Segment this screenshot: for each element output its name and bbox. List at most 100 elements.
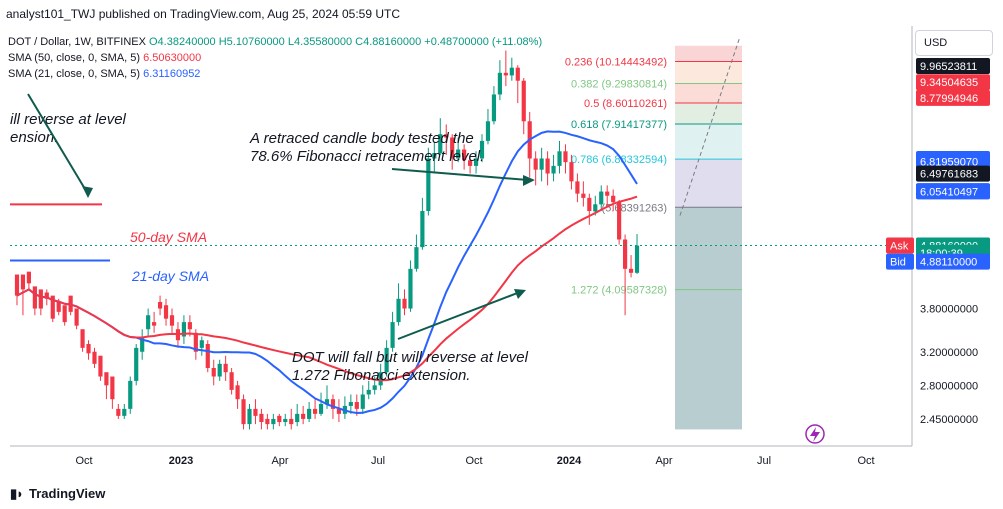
fib-level-label: 0.382 (9.29830814) (571, 78, 667, 90)
price-tag-box (886, 237, 914, 254)
x-tick-label: Oct (465, 455, 482, 467)
candle-body (193, 332, 198, 352)
candle-body (539, 158, 544, 170)
x-tick-label: 2023 (169, 455, 193, 467)
candle-body (426, 158, 431, 211)
candle-body (569, 162, 574, 182)
candle-body (301, 413, 306, 419)
lightning-bolt (810, 427, 820, 442)
arrow-head (523, 175, 535, 186)
candle-body (593, 204, 598, 211)
candle-body (187, 322, 192, 330)
lightning-icon (805, 424, 825, 444)
price-label-box (916, 183, 990, 200)
candle-body (157, 301, 163, 309)
candle-body (104, 372, 109, 386)
price-label-text: 6.81959070 (920, 156, 978, 168)
candle-body (515, 67, 520, 81)
annotation-text: 78.6% Fibonacci retracement level. (250, 148, 484, 165)
chart-area[interactable]: Oct 2023 Apr Jul Oct 2024 Apr Jul Oct 3.80000000 3… (0, 26, 1003, 482)
candle-body (354, 402, 359, 409)
publish-header: analyst101_TWJ published on TradingView.… (0, 0, 1003, 26)
candle-body (628, 268, 634, 273)
candle-body (336, 408, 342, 414)
candle-body (163, 305, 169, 319)
candle-body (378, 372, 383, 386)
annotation-text: DOT will fall but will reverse at level (292, 349, 529, 366)
candle-body (74, 308, 79, 326)
candle-body (360, 394, 365, 409)
plot-background (10, 30, 912, 446)
candle-body (128, 380, 133, 409)
candle-body (390, 322, 395, 348)
x-tick-label: Jul (371, 455, 385, 467)
annotation-text: ill reverse at level (10, 111, 127, 128)
candle-body (205, 344, 210, 368)
candle-body (38, 289, 43, 309)
price-label-box (916, 58, 990, 75)
candle-body (599, 191, 604, 205)
y-tick-label: 2.80000000 (920, 380, 978, 392)
candle-body (247, 408, 252, 425)
candle-body (56, 301, 61, 312)
candle-body (307, 408, 312, 419)
legend-sma50-row: SMA (50, close, 0, SMA, 5) 6.50630000 (8, 50, 542, 66)
candle-body (587, 197, 592, 211)
candle-body (479, 140, 485, 159)
candle-body (20, 274, 26, 290)
symbol-name[interactable]: DOT / Dollar, 1W, BITFINEX (8, 36, 146, 48)
legend-sma21-row: SMA (21, close, 0, SMA, 5) 6.31160952 (8, 66, 542, 82)
currency-button[interactable]: USD (915, 30, 993, 56)
sma50-label[interactable]: SMA (50, close, 0, SMA, 5) (8, 52, 141, 64)
price-tag-text: Ask (890, 240, 909, 252)
candle-body (283, 418, 288, 423)
x-tick-label: Jul (757, 455, 771, 467)
candle-body (420, 210, 425, 248)
candle-body (503, 72, 508, 76)
price-label-text: 6.49761683 (920, 169, 978, 181)
fib-zone (675, 159, 742, 208)
price-tag-text: Bid (890, 257, 906, 269)
candle-body (521, 80, 526, 122)
price-label-box (916, 74, 990, 91)
candle-body (271, 418, 276, 425)
sma21-label[interactable]: SMA (21, close, 0, SMA, 5) (8, 68, 141, 80)
price-tag-box (886, 253, 914, 270)
change-value: +0.48700000 (+11.08%) (424, 36, 543, 48)
price-label-text: 4.88110000 (920, 257, 977, 269)
tradingview-logo[interactable]: ▮◗ TradingView (10, 486, 106, 501)
annotation-text: 21-day SMA (131, 268, 209, 284)
annotation-arrow (391, 168, 529, 181)
candle-body (563, 151, 568, 163)
candle-body (485, 121, 491, 141)
candle-body (581, 193, 586, 198)
candle-body (140, 336, 145, 352)
candle-body (372, 385, 377, 390)
candle-body (432, 153, 437, 159)
candle-body (86, 344, 91, 354)
fib-level-label: 0.786 (6.88332594) (571, 154, 667, 166)
candle-body (456, 149, 461, 159)
price-label-box (916, 253, 990, 270)
candle-body (623, 239, 628, 269)
candle-body (366, 389, 371, 395)
x-tick-label: Apr (655, 455, 672, 467)
price-label-box (916, 153, 990, 170)
candle-body (408, 268, 413, 309)
candle-body (414, 247, 419, 269)
candle-body (348, 402, 353, 406)
x-tick-label: 2024 (557, 455, 582, 467)
fib-zone (675, 123, 742, 160)
sma50-value: 6.50630000 (143, 52, 202, 64)
x-tick-label: Oct (75, 455, 92, 467)
candle-body (450, 137, 455, 159)
annotation-text: 50-day SMA (130, 229, 207, 245)
price-label-box (916, 165, 990, 182)
candle-body (396, 298, 401, 323)
annotation-text: ension. (10, 129, 58, 146)
candle-body (617, 202, 622, 240)
tradingview-logo-icon: ▮◗ (10, 486, 24, 501)
candle-body (551, 165, 556, 174)
price-label-box (916, 89, 990, 106)
chart-canvas[interactable]: Oct 2023 Apr Jul Oct 2024 Apr Jul Oct 3.80000000 3… (0, 26, 1003, 482)
